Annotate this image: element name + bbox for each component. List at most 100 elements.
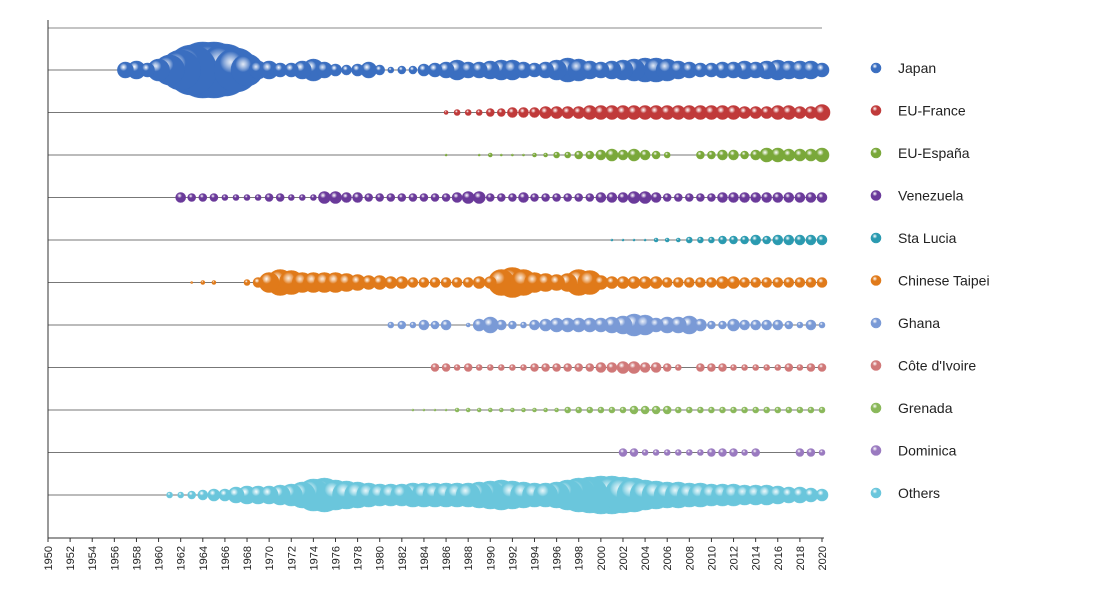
bubble-venezuela-2004 xyxy=(638,191,652,204)
bubble-ghana-2020 xyxy=(818,321,826,329)
bubble-japan-1994 xyxy=(527,62,542,78)
bubble-eu-espana-2013 xyxy=(740,150,749,160)
x-tick-label-1984: 1984 xyxy=(419,546,431,570)
bubble-eu-espana-2006 xyxy=(663,151,671,159)
bubble-venezuela-2018 xyxy=(794,192,806,203)
bubble-venezuela-1968 xyxy=(243,194,251,201)
bubble-japan-1976 xyxy=(329,63,342,77)
bubble-japan-1959 xyxy=(140,62,155,78)
bubble-chinese-taipei-2017 xyxy=(783,277,795,288)
bubble-venezuela-1980 xyxy=(375,193,385,202)
bubble-venezuela-2002 xyxy=(617,192,629,203)
bubble-venezuela-2010 xyxy=(707,193,716,202)
bubble-dominica-2006 xyxy=(663,449,671,456)
x-tick-label-1958: 1958 xyxy=(131,546,143,570)
bubble-sta-lucia-2001 xyxy=(610,238,614,242)
bubble-dominica-2004 xyxy=(641,449,649,456)
bubble-ghana-2014 xyxy=(750,319,762,331)
bubble-cote-d-ivoire-1991 xyxy=(497,364,505,371)
x-tick-label-1952: 1952 xyxy=(65,546,77,570)
x-tick-label-1990: 1990 xyxy=(485,546,497,570)
x-tick-label-2012: 2012 xyxy=(729,546,741,570)
bubble-grenada-1997 xyxy=(564,406,572,414)
bubble-venezuela-2008 xyxy=(684,193,694,202)
bubble-chinese-taipei-1996 xyxy=(548,274,565,291)
bubble-venezuela-1989 xyxy=(472,191,486,204)
bubble-ghana-1993 xyxy=(520,321,527,329)
legend-item-others: Others xyxy=(870,485,940,501)
bubble-japan-1989 xyxy=(470,61,488,79)
bubble-eu-espana-1992 xyxy=(511,153,514,157)
bubble-venezuela-2016 xyxy=(772,192,784,203)
legend-label-sta-lucia: Sta Lucia xyxy=(898,230,957,246)
bubble-others-1970 xyxy=(259,485,279,505)
legend-marker-sta-lucia xyxy=(870,232,882,244)
bubble-dominica-2007 xyxy=(674,449,682,456)
bubble-eu-france-1993 xyxy=(518,107,529,118)
bubble-cote-d-ivoire-1987 xyxy=(453,364,461,371)
bubble-grenada-1985 xyxy=(433,408,437,412)
bubble-venezuela-1985 xyxy=(430,193,440,202)
bubble-japan-1978 xyxy=(351,63,364,77)
bubble-sta-lucia-2014 xyxy=(750,234,762,246)
bubble-cote-d-ivoire-2019 xyxy=(806,363,816,372)
bubble-cote-d-ivoire-1992 xyxy=(509,364,516,371)
bubble-venezuela-2019 xyxy=(805,192,817,203)
bubble-ghana-1992 xyxy=(508,320,517,330)
bubble-eu-espana-2001 xyxy=(605,148,619,162)
bubble-ghana-1986 xyxy=(440,319,452,331)
bubble-venezuela-1965 xyxy=(209,193,219,202)
x-tick-label-2014: 2014 xyxy=(751,546,763,570)
bubble-dominica-2019 xyxy=(806,448,816,457)
bubble-chinese-taipei-1964 xyxy=(200,280,206,285)
bubble-others-1962 xyxy=(177,491,184,499)
bubble-ghana-2005 xyxy=(648,317,664,333)
bubble-venezuela-1979 xyxy=(364,193,374,202)
bubble-sta-lucia-2004 xyxy=(643,238,647,242)
bubble-venezuela-2005 xyxy=(650,192,662,203)
x-tick-label-2002: 2002 xyxy=(618,546,630,570)
bubble-grenada-2015 xyxy=(763,406,771,414)
bubble-chinese-taipei-1969 xyxy=(252,277,264,288)
bubble-eu-france-1987 xyxy=(453,109,461,116)
x-tick-label-1962: 1962 xyxy=(176,546,188,570)
bubble-grenada-2016 xyxy=(774,406,782,414)
bubble-grenada-2018 xyxy=(796,406,804,414)
bubble-ghana-2016 xyxy=(772,319,784,331)
bubble-grenada-2005 xyxy=(651,405,661,415)
x-tick-label-1994: 1994 xyxy=(530,546,542,570)
bubble-chinese-taipei-1985 xyxy=(429,277,441,288)
bubble-others-1995 xyxy=(533,482,558,508)
bubble-grenada-2020 xyxy=(818,406,826,414)
bubble-sta-lucia-2011 xyxy=(718,235,727,245)
legend-item-dominica: Dominica xyxy=(870,443,957,459)
bubble-venezuela-1974 xyxy=(310,194,317,201)
x-tick-label-1974: 1974 xyxy=(308,546,320,570)
bubble-venezuela-2017 xyxy=(783,192,795,203)
bubble-ghana-2000 xyxy=(593,317,609,333)
bubble-sta-lucia-2002 xyxy=(621,238,625,242)
bubble-venezuela-2003 xyxy=(627,191,641,204)
bubble-others-1964 xyxy=(197,489,209,501)
bubble-venezuela-2000 xyxy=(595,192,607,203)
bubble-chinese-taipei-1988 xyxy=(462,277,474,288)
bubble-sta-lucia-2010 xyxy=(708,236,715,244)
bubble-dominica-2011 xyxy=(718,448,727,457)
bubble-venezuela-1990 xyxy=(485,193,495,202)
bubble-cote-d-ivoire-1995 xyxy=(541,363,550,372)
bubble-chinese-taipei-1981 xyxy=(384,276,398,289)
bubble-grenada-1996 xyxy=(554,407,559,413)
bubble-venezuela-1978 xyxy=(352,192,363,203)
bubble-ghana-2018 xyxy=(796,321,804,329)
bubble-chinese-taipei-2007 xyxy=(672,277,684,288)
bubble-chinese-taipei-1963 xyxy=(190,281,193,284)
bubble-grenada-1987 xyxy=(454,407,460,413)
bubble-cote-d-ivoire-2007 xyxy=(674,364,682,371)
bubble-venezuela-2020 xyxy=(816,192,828,203)
bubble-chinese-taipei-2013 xyxy=(739,277,750,288)
bubble-dominica-2010 xyxy=(707,448,716,457)
series-grenada xyxy=(411,405,826,415)
legend-marker-dominica xyxy=(870,445,882,456)
bubble-venezuela-1966 xyxy=(221,194,229,201)
